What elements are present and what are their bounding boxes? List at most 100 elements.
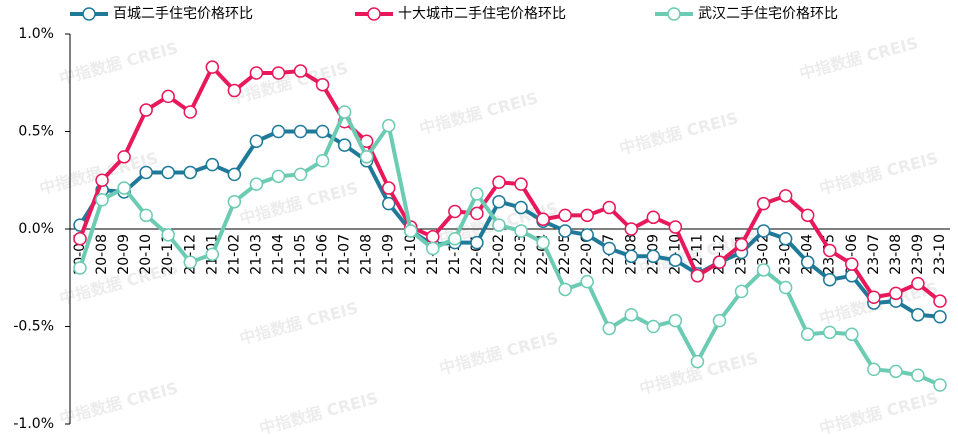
legend-marker bbox=[367, 7, 381, 21]
point bbox=[668, 253, 683, 267]
point bbox=[381, 118, 396, 133]
point bbox=[514, 224, 528, 238]
point bbox=[183, 255, 198, 269]
point bbox=[624, 249, 639, 264]
point bbox=[756, 196, 771, 211]
point bbox=[95, 173, 109, 187]
point bbox=[293, 167, 308, 182]
point bbox=[426, 241, 440, 256]
watermark: 中指数据 CREIS bbox=[57, 38, 180, 88]
point bbox=[381, 196, 396, 211]
point bbox=[646, 210, 661, 225]
x-tick-label: 21-08 bbox=[359, 234, 375, 275]
point bbox=[205, 247, 220, 262]
point bbox=[381, 181, 396, 195]
point bbox=[161, 165, 175, 180]
point bbox=[117, 150, 131, 164]
point bbox=[227, 194, 242, 209]
point bbox=[492, 194, 506, 209]
point bbox=[139, 103, 153, 117]
x-tick-label: 21-05 bbox=[293, 234, 309, 275]
point bbox=[734, 284, 749, 299]
x-tick-label: 21-03 bbox=[248, 234, 264, 275]
point bbox=[139, 165, 153, 180]
point bbox=[514, 177, 528, 191]
point bbox=[558, 208, 572, 223]
point bbox=[183, 105, 198, 119]
point bbox=[889, 286, 903, 301]
point bbox=[778, 232, 793, 246]
point bbox=[580, 228, 594, 242]
point bbox=[492, 175, 506, 189]
point bbox=[624, 222, 639, 236]
point bbox=[911, 308, 925, 322]
point bbox=[580, 208, 594, 223]
point bbox=[95, 193, 109, 207]
point bbox=[73, 261, 87, 275]
legend-label: 武汉二手住宅价格环比 bbox=[698, 6, 838, 22]
y-tick-label: 1.0% bbox=[18, 26, 54, 42]
legend-marker bbox=[667, 7, 681, 21]
legend-marker bbox=[82, 7, 96, 21]
x-tick-label: 23-10 bbox=[932, 234, 948, 275]
point bbox=[205, 60, 220, 74]
point bbox=[205, 157, 220, 172]
point bbox=[889, 364, 903, 379]
legend-label: 百城二手住宅价格环比 bbox=[113, 6, 253, 22]
point bbox=[734, 237, 749, 252]
point bbox=[271, 124, 286, 139]
point bbox=[800, 208, 815, 223]
y-tick-label: 0.5% bbox=[18, 124, 54, 140]
point bbox=[470, 187, 484, 201]
point bbox=[602, 200, 616, 215]
point bbox=[800, 255, 815, 269]
series-line bbox=[78, 129, 941, 319]
point bbox=[249, 134, 264, 148]
point bbox=[756, 263, 771, 277]
point bbox=[337, 105, 352, 119]
point bbox=[271, 66, 286, 80]
watermark: 中指数据 CREIS bbox=[237, 298, 360, 348]
x-tick-label: 21-10 bbox=[403, 234, 419, 275]
point bbox=[293, 64, 308, 78]
point bbox=[778, 280, 793, 295]
point bbox=[73, 232, 87, 246]
watermark: 中指数据 CREIS bbox=[57, 378, 180, 428]
series-line bbox=[78, 65, 942, 303]
point bbox=[867, 362, 881, 377]
x-tick-label: 22-05 bbox=[557, 234, 573, 275]
x-tick-label: 23-09 bbox=[910, 234, 926, 275]
point bbox=[911, 368, 925, 382]
x-tick-label: 22-03 bbox=[513, 234, 529, 275]
watermark: 中指数据 CREIS bbox=[437, 328, 560, 378]
point bbox=[668, 220, 683, 234]
point bbox=[315, 124, 330, 139]
point bbox=[536, 235, 550, 250]
series-line bbox=[78, 110, 941, 387]
point bbox=[778, 189, 793, 203]
point bbox=[822, 272, 837, 287]
point bbox=[580, 274, 594, 289]
x-tick-label: 23-08 bbox=[888, 234, 904, 275]
point bbox=[602, 321, 616, 336]
point bbox=[712, 255, 727, 269]
point bbox=[249, 177, 264, 191]
point bbox=[536, 212, 550, 226]
watermark: 中指数据 CREIS bbox=[797, 33, 920, 83]
point bbox=[448, 232, 462, 246]
point bbox=[139, 208, 153, 223]
watermark: 中指数据 CREIS bbox=[257, 388, 380, 437]
x-tick-label: 21-04 bbox=[270, 234, 286, 275]
legend-label: 十大城市二手住宅价格环比 bbox=[398, 5, 566, 22]
watermark: 中指数据 CREIS bbox=[417, 88, 540, 138]
point bbox=[712, 313, 727, 328]
point bbox=[404, 224, 418, 238]
x-tick-label: 23-07 bbox=[866, 234, 882, 275]
point bbox=[800, 327, 815, 342]
point bbox=[911, 276, 925, 291]
point bbox=[227, 167, 242, 182]
y-tick-label: 0.0% bbox=[18, 221, 54, 237]
point bbox=[359, 150, 374, 164]
point bbox=[602, 241, 616, 256]
